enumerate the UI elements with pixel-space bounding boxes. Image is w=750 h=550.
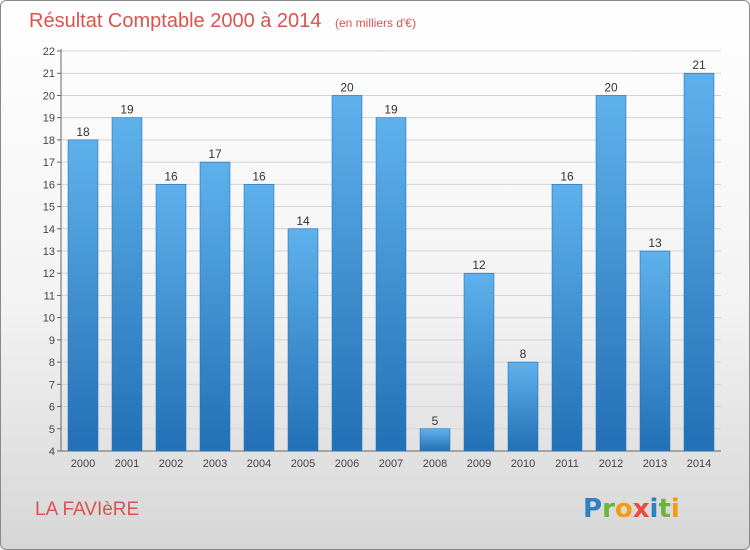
y-tick-label: 19 [43, 113, 55, 125]
data-label: 19 [120, 103, 134, 117]
x-tick-labels: 2000 2001 2002 2003 2004 2005 2006 2007 2008 2009… [71, 458, 711, 470]
data-label: 18 [76, 125, 90, 139]
x-tick-label: 2000 [71, 458, 95, 470]
y-tick-labels: 4 5 6 7 8 9 10 11 12 13 14 15 16 17 18 19 20 21 22 [43, 46, 55, 458]
bar-2008[interactable] [419, 428, 451, 452]
y-tick-label: 7 [49, 379, 55, 391]
data-label: 17 [208, 147, 222, 161]
data-label: 21 [692, 58, 706, 72]
x-tick-label: 2008 [423, 458, 447, 470]
logo-letter: r [602, 494, 615, 524]
bar-2014[interactable] [683, 72, 715, 452]
bar-2012[interactable] [595, 95, 627, 452]
y-tick-label: 5 [49, 424, 55, 436]
data-label: 20 [604, 80, 618, 94]
y-tick-label: 10 [43, 313, 55, 325]
data-label: 12 [472, 258, 486, 272]
chart-title-main: Résultat Comptable 2000 à 2014 [29, 10, 321, 32]
data-labels: 18 19 16 17 16 14 20 19 5 12 8 16 20 13 21 [76, 58, 706, 428]
chart-subtitle: (en milliers d'€) [335, 16, 416, 30]
logo-letter: t [658, 494, 670, 524]
x-tick-label: 2006 [335, 458, 359, 470]
y-tick-label: 8 [49, 357, 55, 369]
bar-2004[interactable] [243, 184, 275, 452]
y-tick-label: 22 [43, 46, 55, 58]
x-tick-label: 2014 [687, 458, 711, 470]
logo-letter: i [671, 494, 680, 524]
x-tick-label: 2009 [467, 458, 491, 470]
x-tick-label: 2005 [291, 458, 315, 470]
y-tick-label: 20 [43, 90, 55, 102]
y-tick-label: 15 [43, 202, 55, 214]
bar-2003[interactable] [199, 161, 231, 452]
bar-2006[interactable] [331, 95, 363, 452]
y-tick-label: 13 [43, 246, 55, 258]
x-tick-label: 2010 [511, 458, 535, 470]
data-label: 19 [384, 103, 398, 117]
data-label: 5 [432, 414, 439, 428]
data-label: 16 [560, 169, 574, 183]
y-tick-label: 6 [49, 402, 55, 414]
data-label: 13 [648, 236, 662, 250]
y-tick-label: 11 [44, 290, 55, 302]
bar-2005[interactable] [287, 228, 319, 452]
data-label: 16 [252, 169, 266, 183]
bar-2010[interactable] [507, 361, 539, 452]
logo-letter: i [650, 494, 659, 524]
logo-letter: o [615, 494, 633, 524]
bar-2002[interactable] [155, 184, 187, 452]
proxiti-logo[interactable]: Proxiti [583, 494, 680, 524]
bar-2001[interactable] [111, 117, 143, 452]
logo-letter: x [633, 494, 650, 524]
x-tick-label: 2004 [247, 458, 271, 470]
y-tick-label: 4 [49, 446, 55, 458]
logo-letter: P [583, 494, 602, 524]
x-tick-label: 2013 [643, 458, 667, 470]
x-tick-label: 2001 [115, 458, 139, 470]
x-tick-label: 2012 [599, 458, 623, 470]
bar-2011[interactable] [551, 184, 583, 452]
bar-2013[interactable] [639, 250, 671, 452]
y-tick-label: 9 [49, 335, 55, 347]
y-tick-label: 14 [43, 224, 55, 236]
y-tick-label: 18 [43, 135, 55, 147]
commune-name: LA FAVIèRE [35, 499, 139, 520]
data-label: 14 [296, 214, 310, 228]
y-tick-label: 21 [43, 68, 55, 80]
chart-title: Résultat Comptable 2000 à 2014 (en milli… [29, 10, 416, 32]
y-tick-label: 16 [43, 179, 55, 191]
bars [67, 72, 715, 452]
bar-2000[interactable] [67, 139, 99, 452]
x-tick-label: 2011 [555, 458, 579, 470]
data-label: 8 [520, 347, 527, 361]
y-tick-label: 17 [43, 157, 55, 169]
x-tick-label: 2003 [203, 458, 227, 470]
y-tick-label: 12 [43, 268, 55, 280]
bar-2009[interactable] [463, 272, 495, 452]
data-label: 16 [164, 169, 178, 183]
x-tick-label: 2007 [379, 458, 403, 470]
data-label: 20 [340, 80, 354, 94]
bar-2007[interactable] [375, 117, 407, 452]
x-tick-label: 2002 [159, 458, 183, 470]
